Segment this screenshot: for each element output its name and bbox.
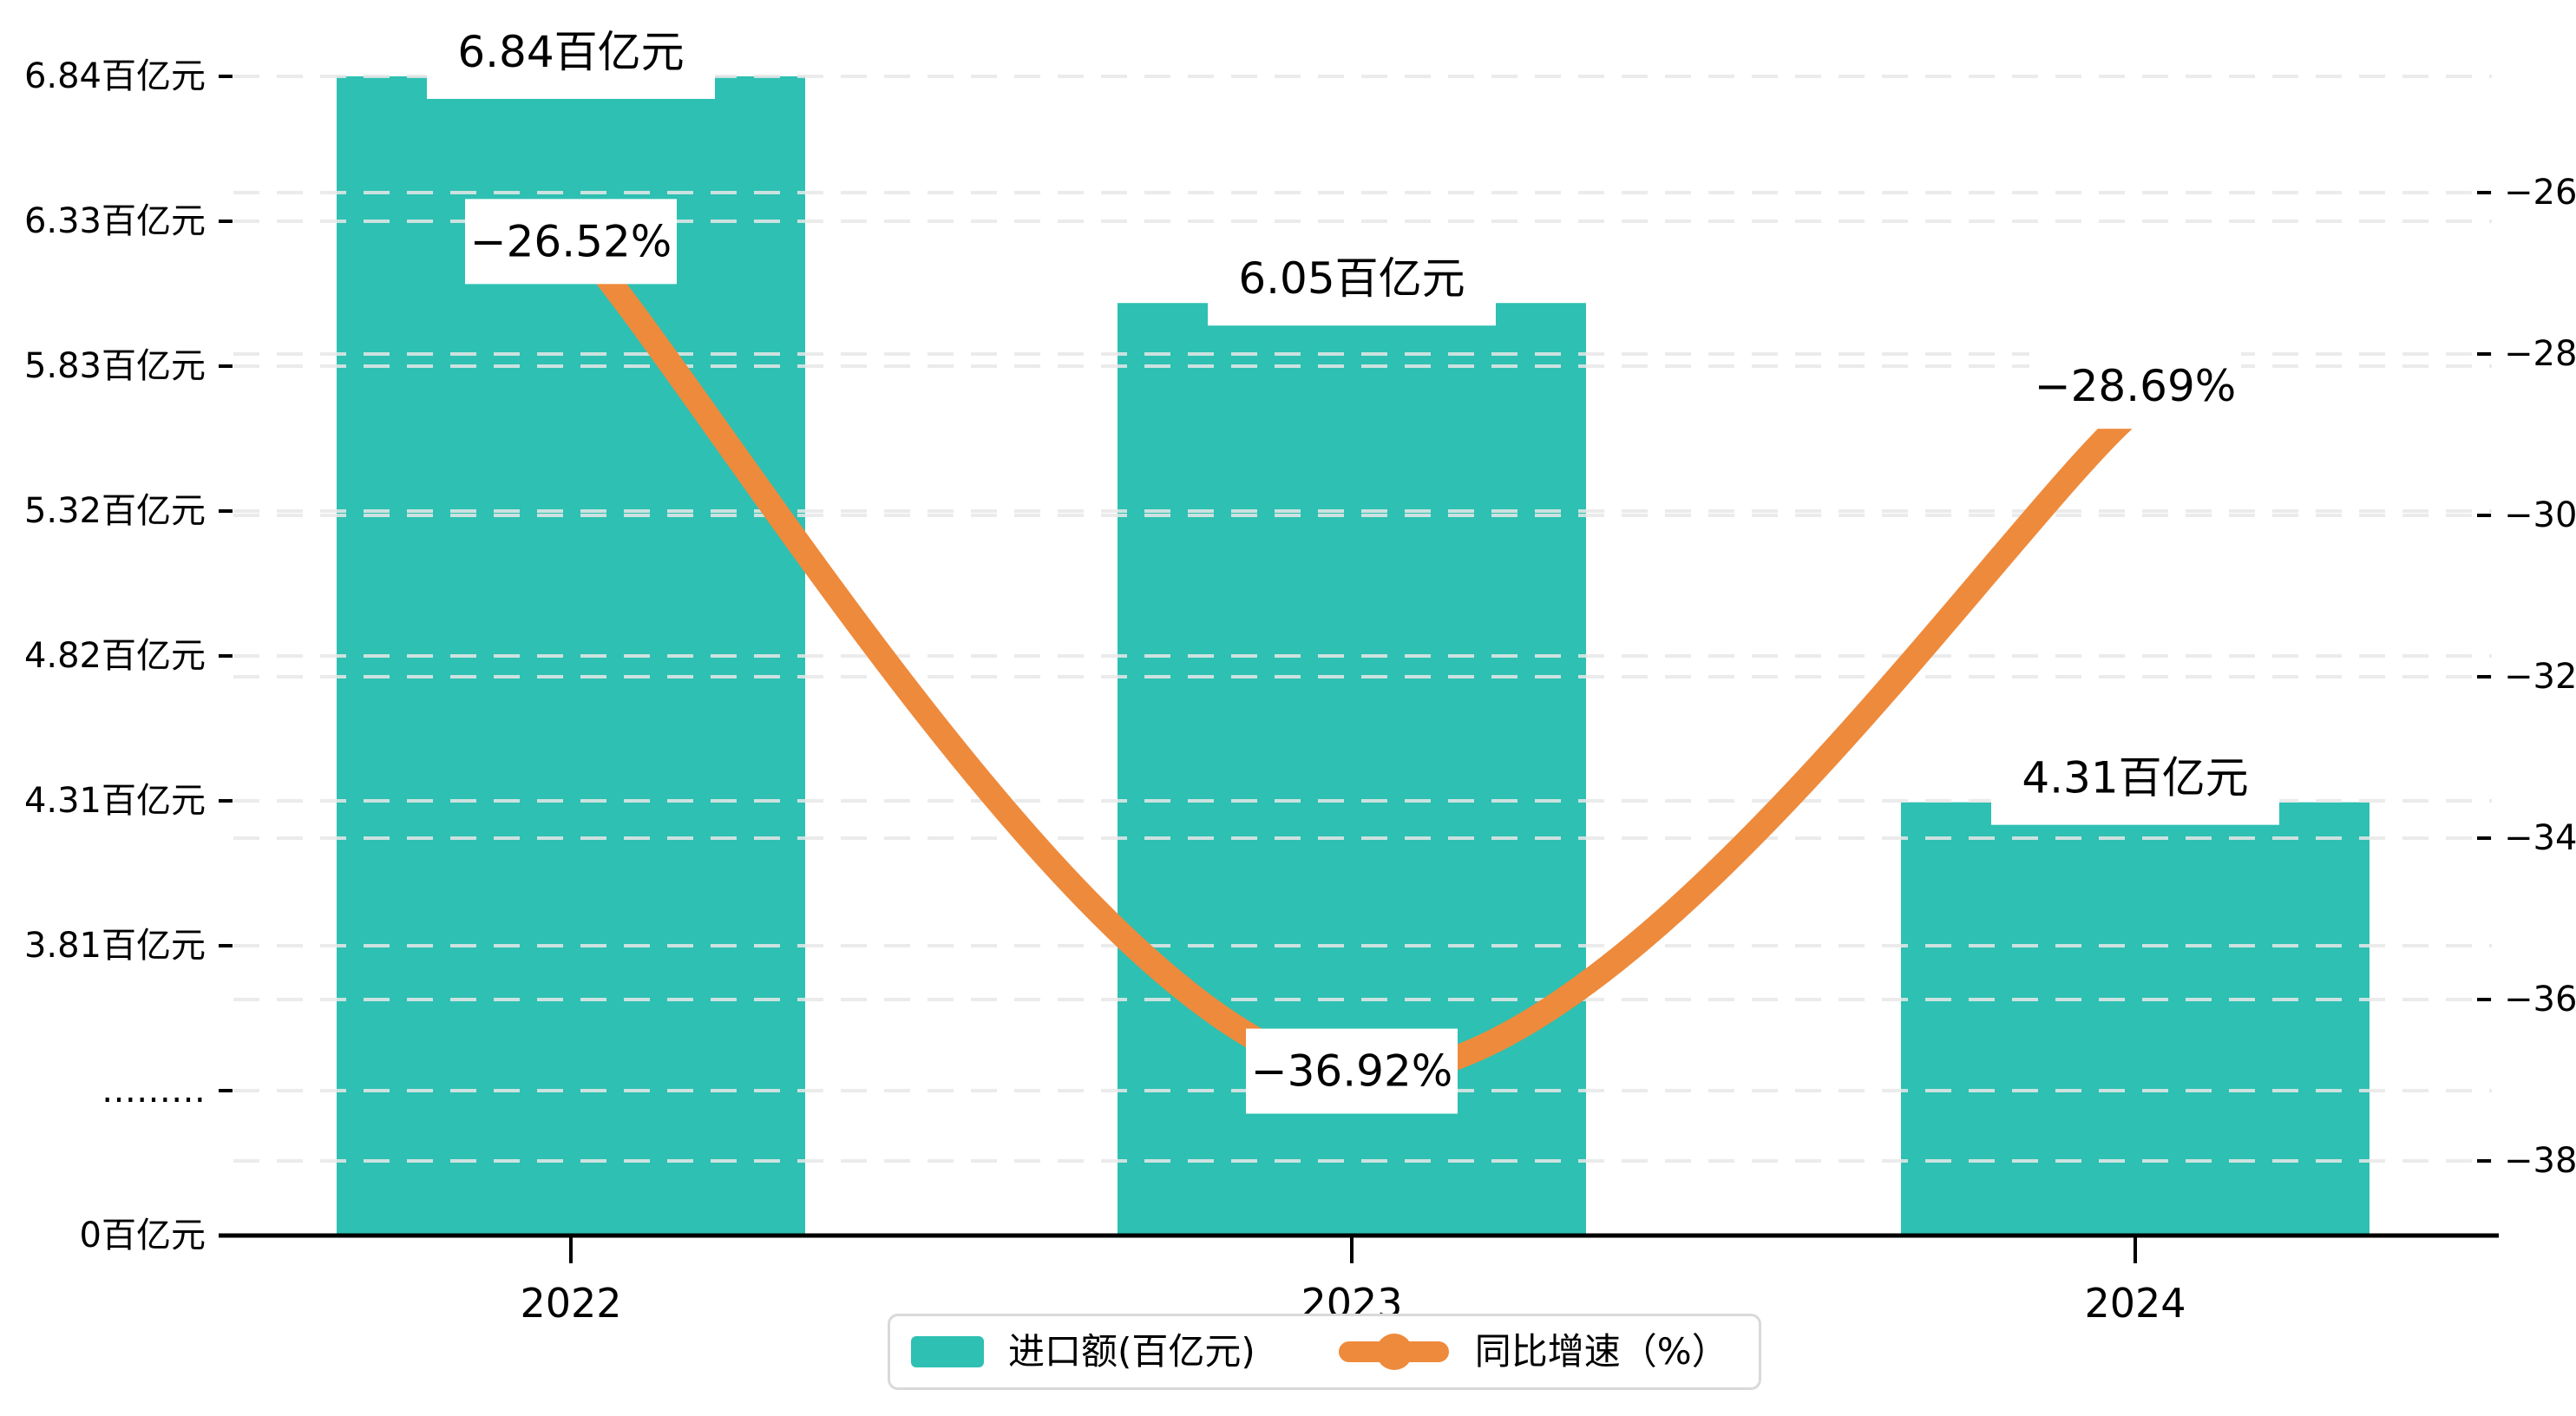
left-axis-label: 3.81百亿元 — [24, 926, 206, 966]
right-axis-label: −36 — [2504, 980, 2576, 1019]
line-label-box — [1246, 1028, 1458, 1114]
bar-series-swatch-icon — [911, 1336, 984, 1367]
line-label-box — [2029, 344, 2241, 429]
bar-label-box — [427, 8, 715, 99]
left-axis-label: ……… — [102, 1071, 206, 1111]
legend-item-import-value[interactable]: 进口额(百亿元) — [911, 1334, 1255, 1370]
bar-value-label: 6.84百亿元 — [457, 27, 684, 77]
line-value-label: −28.69% — [2035, 361, 2237, 411]
line-value-label: −26.52% — [470, 216, 672, 266]
left-axis-label: 4.31百亿元 — [24, 781, 206, 821]
right-axis-label: −26 — [2504, 173, 2576, 213]
right-axis-label: −28 — [2504, 334, 2576, 374]
x-axis-label-2024: 2024 — [2084, 1280, 2186, 1327]
right-axis-label: −38 — [2504, 1141, 2576, 1181]
bar-label-box — [1208, 235, 1496, 326]
line-label-box — [465, 199, 677, 285]
data-labels-group: 6.84百亿元 6.05百亿元 4.31百亿元 −26.52% −36.92% −28.6… — [427, 8, 2279, 1114]
legend-label-yoy-growth: 同比增速（%） — [1474, 1330, 1728, 1373]
left-axis-label: 0百亿元 — [80, 1216, 206, 1255]
bar-value-label: 6.05百亿元 — [1238, 253, 1465, 304]
left-axis-label: 6.84百亿元 — [24, 56, 206, 96]
left-axis-label: 5.32百亿元 — [24, 491, 206, 531]
right-axis-label: −30 — [2504, 495, 2576, 535]
left-axis-label: 4.82百亿元 — [24, 636, 206, 676]
legend-label-import-value: 进口额(百亿元) — [1008, 1330, 1255, 1373]
bar-value-label: 4.31百亿元 — [2022, 753, 2248, 803]
legend: 进口额(百亿元) 同比增速（%） — [888, 1314, 1761, 1390]
x-axis-label-2022: 2022 — [520, 1280, 621, 1327]
bar-label-box — [1991, 734, 2279, 825]
axes-group: 2022 2023 20240百亿元………3.81百亿元4.31百亿元4.82百亿元… — [24, 56, 2576, 1327]
legend-item-yoy-growth[interactable]: 同比增速（%） — [1255, 1333, 1728, 1371]
right-axis-label: −34 — [2504, 818, 2576, 858]
line-series-marker-icon — [1338, 1333, 1449, 1371]
line-value-label: −36.92% — [1251, 1046, 1453, 1097]
bar-2024[interactable] — [1901, 802, 2370, 1236]
left-axis-label: 6.33百亿元 — [24, 201, 206, 241]
right-axis-label: −32 — [2504, 657, 2576, 697]
left-axis-label: 5.83百亿元 — [24, 346, 206, 386]
